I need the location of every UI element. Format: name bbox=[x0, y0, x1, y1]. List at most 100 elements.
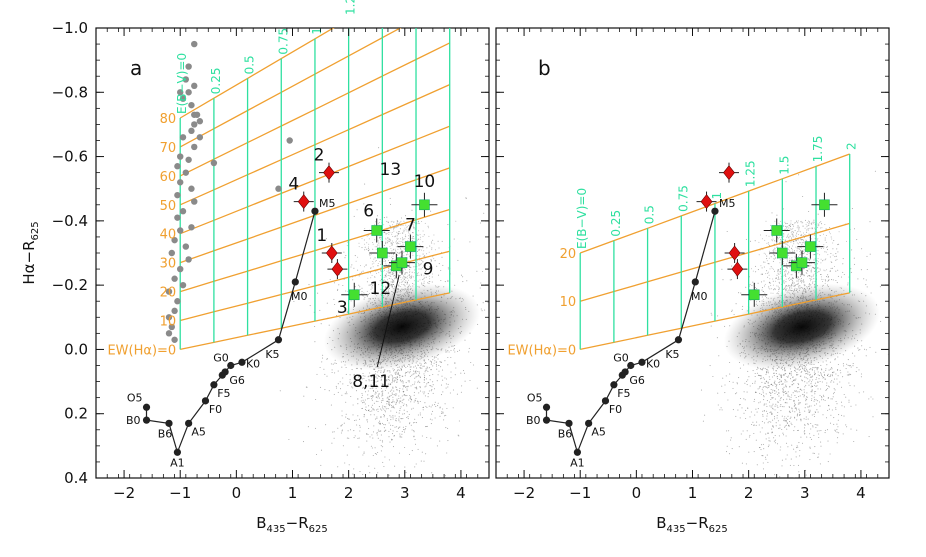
field-star bbox=[400, 276, 402, 278]
green-square bbox=[396, 257, 408, 268]
field-star bbox=[837, 419, 839, 421]
field-star bbox=[376, 215, 379, 217]
field-star bbox=[752, 281, 754, 283]
field-star bbox=[406, 388, 408, 390]
field-star bbox=[395, 377, 397, 379]
field-star bbox=[835, 279, 837, 282]
field-star bbox=[800, 418, 802, 420]
field-star bbox=[767, 432, 769, 434]
field-star bbox=[452, 407, 454, 409]
field-star bbox=[766, 413, 769, 415]
density-core bbox=[323, 283, 481, 371]
field-star bbox=[837, 437, 839, 439]
field-star bbox=[410, 277, 413, 279]
field-star bbox=[790, 416, 792, 418]
field-star bbox=[445, 378, 448, 380]
field-star bbox=[376, 483, 377, 484]
field-star bbox=[370, 445, 372, 447]
field-star bbox=[814, 398, 816, 400]
field-star bbox=[422, 261, 423, 263]
field-star bbox=[334, 303, 336, 306]
field-star bbox=[796, 429, 799, 432]
field-star bbox=[395, 373, 397, 375]
field-star bbox=[403, 277, 405, 279]
field-star bbox=[429, 418, 431, 420]
field-star bbox=[408, 423, 411, 425]
red-diamond bbox=[323, 165, 335, 181]
field-star bbox=[359, 286, 361, 288]
field-star bbox=[406, 411, 408, 413]
field-star bbox=[332, 363, 334, 365]
field-star bbox=[423, 250, 425, 252]
field-star bbox=[762, 377, 764, 379]
field-star bbox=[761, 381, 763, 383]
field-star bbox=[335, 362, 337, 365]
field-star bbox=[366, 242, 368, 244]
field-star bbox=[405, 395, 407, 397]
field-star bbox=[442, 264, 444, 266]
field-star bbox=[804, 424, 806, 427]
field-star bbox=[434, 417, 436, 419]
field-star bbox=[384, 456, 386, 458]
field-star bbox=[391, 281, 393, 283]
field-star bbox=[810, 381, 813, 383]
field-star bbox=[394, 275, 396, 277]
field-star bbox=[456, 393, 458, 395]
field-star bbox=[444, 360, 446, 362]
field-star bbox=[372, 396, 374, 398]
field-star bbox=[400, 248, 402, 250]
field-star bbox=[425, 368, 427, 370]
field-star bbox=[831, 368, 833, 370]
field-star bbox=[412, 373, 414, 375]
field-star bbox=[717, 315, 719, 317]
field-star bbox=[774, 439, 776, 441]
field-star bbox=[445, 383, 447, 385]
field-star bbox=[440, 269, 442, 272]
field-star bbox=[389, 269, 391, 271]
field-star bbox=[778, 289, 780, 291]
field-star bbox=[379, 420, 381, 422]
field-star bbox=[831, 261, 833, 263]
field-star bbox=[380, 416, 382, 418]
field-star bbox=[412, 407, 414, 409]
field-star bbox=[732, 387, 734, 390]
field-star bbox=[754, 240, 756, 242]
field-star bbox=[452, 389, 455, 391]
field-star bbox=[395, 235, 397, 237]
field-star bbox=[830, 252, 832, 255]
field-star bbox=[373, 414, 375, 416]
field-star bbox=[412, 422, 415, 424]
field-star bbox=[388, 396, 390, 398]
field-star bbox=[393, 278, 395, 280]
field-star bbox=[771, 407, 774, 409]
field-star bbox=[381, 407, 383, 409]
field-star bbox=[835, 400, 837, 403]
field-star bbox=[388, 240, 390, 242]
field-star bbox=[357, 398, 359, 400]
field-star bbox=[404, 429, 406, 431]
field-star bbox=[430, 362, 433, 364]
field-star bbox=[430, 210, 432, 212]
field-star bbox=[423, 393, 425, 395]
field-star bbox=[368, 234, 370, 236]
field-star bbox=[718, 355, 720, 357]
field-star bbox=[854, 355, 856, 357]
field-star bbox=[752, 382, 754, 384]
field-star bbox=[404, 234, 406, 236]
field-star bbox=[432, 256, 434, 258]
field-star bbox=[391, 382, 393, 384]
field-star bbox=[395, 395, 397, 397]
field-star bbox=[372, 454, 374, 457]
field-star bbox=[412, 232, 414, 234]
field-star bbox=[784, 379, 786, 381]
field-star bbox=[376, 377, 378, 379]
field-star bbox=[368, 246, 369, 248]
field-star bbox=[422, 247, 424, 249]
field-star bbox=[447, 268, 449, 270]
field-star bbox=[345, 413, 347, 415]
field-star bbox=[417, 381, 419, 383]
field-star bbox=[441, 375, 443, 377]
field-star bbox=[794, 257, 796, 259]
field-star bbox=[386, 386, 388, 388]
field-star bbox=[397, 242, 399, 244]
